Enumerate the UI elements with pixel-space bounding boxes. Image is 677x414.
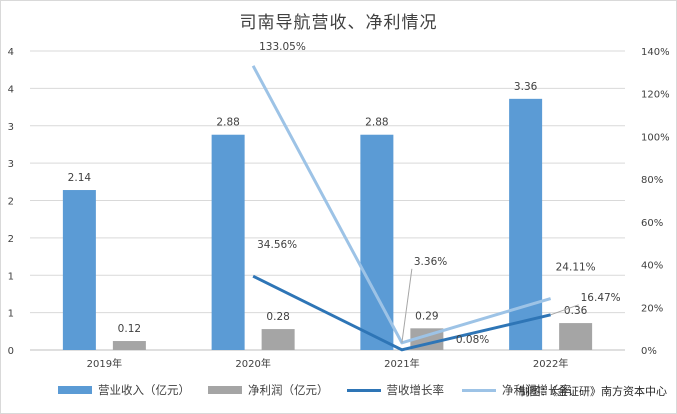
x-tick-label: 2022年	[533, 357, 568, 370]
y-right-tick-label: 20%	[641, 303, 663, 314]
legend-item-revenue: 营业收入（亿元）	[58, 382, 190, 398]
bar	[62, 190, 96, 350]
bar-value-label: 0.28	[266, 311, 289, 323]
bar-value-label: 0.36	[564, 305, 588, 317]
line-value-label: 16.47%	[581, 292, 621, 304]
legend-label-net-profit: 净利润（亿元）	[248, 383, 329, 397]
legend-swatch-revenue	[58, 386, 92, 394]
y-right-tick-label: 0%	[641, 346, 657, 357]
y-left-tick-label: 4	[8, 84, 14, 95]
series-line	[252, 274, 551, 352]
label-leader-line	[401, 268, 413, 343]
y-left-tick-label: 1	[8, 309, 14, 320]
legend-swatch-net-profit	[208, 386, 242, 394]
line-value-label: 0.08%	[456, 334, 489, 346]
label-leader-line	[550, 304, 579, 316]
x-tick-label: 2019年	[87, 357, 122, 370]
bar	[112, 341, 146, 350]
series-line	[251, 65, 552, 345]
legend-item-net-profit: 净利润（亿元）	[208, 382, 329, 398]
y-right-tick-label: 60%	[641, 218, 663, 229]
y-left-tick-label: 2	[8, 234, 14, 245]
legend-label-revenue-growth: 营收增长率	[386, 383, 445, 397]
y-left-tick-label: 3	[8, 122, 14, 133]
source-note: 制图：《金证研》南方资本中心	[518, 385, 668, 398]
bar-value-label: 3.36	[514, 81, 538, 93]
y-right-tick-label: 40%	[641, 261, 663, 272]
legend-item-revenue-growth: 营收增长率	[346, 382, 445, 398]
bar	[559, 323, 593, 350]
legend: 营业收入（亿元） 净利润（亿元） 营收增长率 净利润增长率	[58, 380, 589, 400]
legend-swatch-revenue-growth	[346, 388, 381, 392]
bar	[211, 134, 245, 350]
legend-item-profit-growth: 净利润增长率	[462, 382, 571, 398]
chart-title: 司南导航营收、净利情况	[239, 13, 438, 33]
y-left-tick-label: 4	[8, 47, 14, 58]
y-left-tick-label: 3	[8, 159, 14, 170]
legend-label-profit-growth: 净利润增长率	[502, 383, 571, 397]
x-tick-label: 2021年	[384, 357, 419, 370]
bar-value-label: 0.12	[118, 323, 141, 335]
bar-value-label: 0.29	[415, 310, 438, 322]
x-tick-label: 2020年	[235, 357, 270, 370]
bar	[261, 329, 295, 350]
line-value-label: 34.56%	[257, 239, 297, 251]
line-value-label: 133.05%	[259, 41, 306, 53]
line-value-label: 3.36%	[414, 256, 447, 268]
bar-value-label: 2.14	[68, 172, 92, 184]
y-left-tick-label: 0	[8, 346, 14, 357]
y-right-tick-label: 100%	[641, 132, 670, 143]
y-left-tick-label: 2	[8, 197, 14, 208]
legend-label-revenue: 营业收入（亿元）	[98, 383, 190, 397]
line-value-label: 24.11%	[556, 262, 596, 274]
bar-value-label: 2.88	[365, 117, 388, 129]
y-right-tick-label: 120%	[641, 90, 670, 101]
legend-swatch-profit-growth	[462, 388, 496, 392]
y-right-tick-label: 80%	[641, 175, 663, 186]
y-left-tick-label: 1	[8, 271, 14, 282]
bar-value-label: 2.88	[216, 117, 239, 129]
y-right-tick-label: 140%	[641, 47, 670, 58]
bar	[509, 98, 543, 350]
